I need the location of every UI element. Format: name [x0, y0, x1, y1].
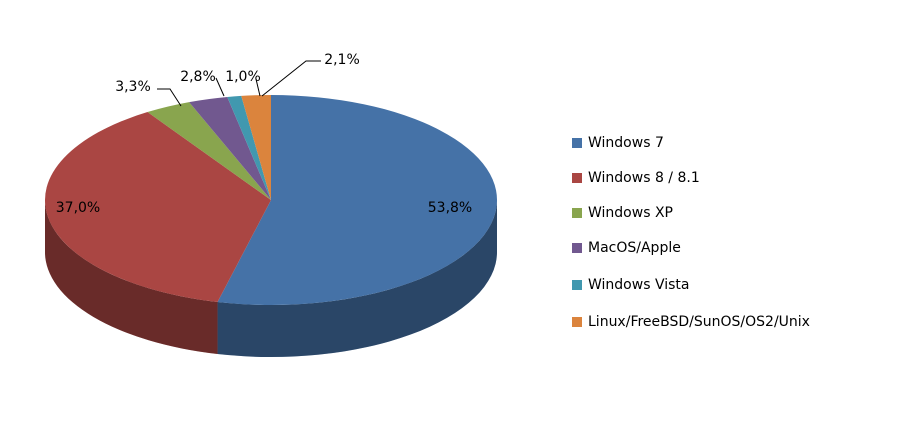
pie-slice [45, 112, 271, 303]
pie-slice [227, 95, 271, 200]
legend-swatch [572, 317, 582, 327]
leader-line [215, 77, 225, 97]
legend-label: Windows 7 [588, 135, 664, 151]
pie-side [217, 200, 498, 357]
leader-line [157, 88, 182, 107]
pie-side [45, 200, 218, 355]
data-label: 1,0% [225, 69, 261, 85]
legend-swatch [572, 280, 582, 290]
legend-swatch [572, 243, 582, 253]
pie-slice [241, 95, 271, 200]
data-label: 37,0% [56, 200, 100, 216]
pie-slice [217, 95, 498, 305]
data-label: 3,3% [115, 79, 151, 95]
legend-label: Windows Vista [588, 277, 689, 293]
pie-slice [147, 102, 271, 200]
legend-swatch [572, 208, 582, 218]
legend-label: Windows XP [588, 205, 673, 221]
leader-line [255, 78, 261, 97]
pie-side-shade [45, 200, 218, 355]
legend-swatch [572, 173, 582, 183]
legend-label: MacOS/Apple [588, 240, 681, 256]
legend-label: Windows 8 / 8.1 [588, 170, 700, 186]
data-label: 2,8% [180, 69, 216, 85]
leader-line [261, 60, 321, 97]
pie-slice [189, 96, 271, 200]
data-label: 53,8% [428, 200, 472, 216]
legend-label: Linux/FreeBSD/SunOS/OS2/Unix [588, 314, 810, 330]
legend-swatch [572, 138, 582, 148]
data-label: 2,1% [324, 52, 360, 68]
pie-side-shade [217, 200, 498, 357]
